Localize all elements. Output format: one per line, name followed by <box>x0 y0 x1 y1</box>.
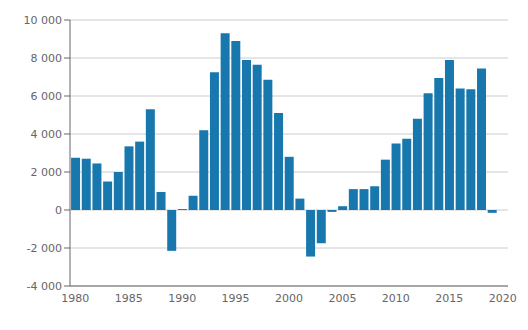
svg-text:1995: 1995 <box>222 292 250 305</box>
svg-text:-4 000: -4 000 <box>27 280 62 293</box>
svg-text:0: 0 <box>55 204 62 217</box>
svg-text:2005: 2005 <box>328 292 356 305</box>
svg-text:2015: 2015 <box>435 292 463 305</box>
svg-text:2010: 2010 <box>382 292 410 305</box>
svg-text:1990: 1990 <box>168 292 196 305</box>
svg-text:2020: 2020 <box>489 292 517 305</box>
svg-text:-2 000: -2 000 <box>27 242 62 255</box>
svg-text:6 000: 6 000 <box>31 90 63 103</box>
svg-text:8 000: 8 000 <box>31 52 63 65</box>
svg-text:10 000: 10 000 <box>24 14 63 27</box>
svg-text:2 000: 2 000 <box>31 166 63 179</box>
svg-text:2000: 2000 <box>275 292 303 305</box>
svg-text:4 000: 4 000 <box>31 128 63 141</box>
svg-text:1985: 1985 <box>115 292 143 305</box>
svg-text:1980: 1980 <box>61 292 89 305</box>
